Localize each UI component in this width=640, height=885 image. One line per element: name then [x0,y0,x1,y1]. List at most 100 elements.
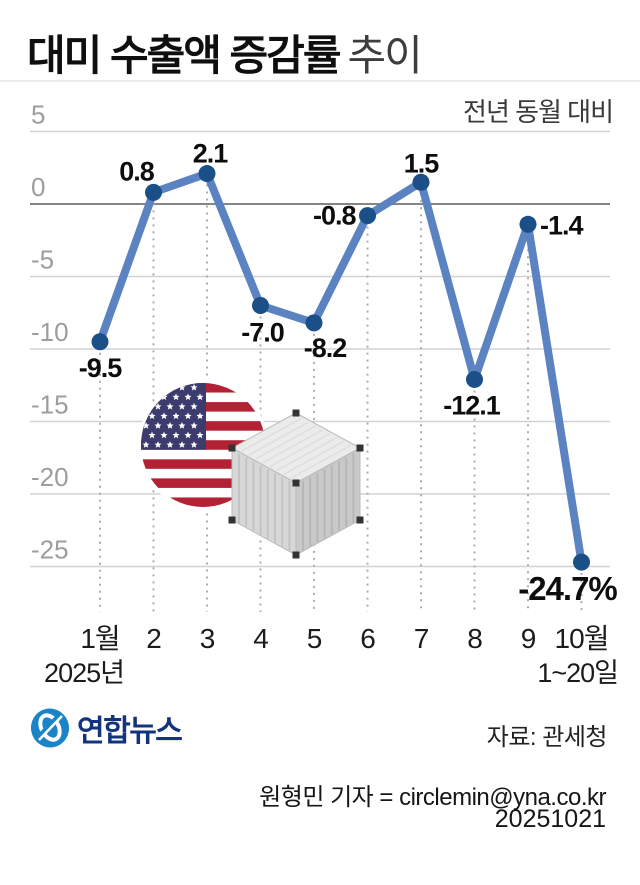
flag-star [184,393,192,400]
flag-star [142,422,150,429]
flag-stripe [141,478,265,489]
data-point [412,173,430,191]
data-point [198,165,216,183]
data-point-label: -1.4 [540,210,584,240]
x-axis-label: 4 [253,623,268,654]
flag-stripe [141,497,265,507]
data-point [466,370,483,388]
flag-star [178,441,186,448]
data-point [91,333,109,351]
data-point-label: -7.0 [241,318,284,348]
page-title-main: 대미 수출액 증감률 [27,32,341,79]
flag-star [154,402,162,410]
data-point-label: -9.5 [79,353,123,383]
flag-star [154,422,162,429]
x-axis-label: 3 [200,623,215,654]
x-axis-label: 6 [360,623,375,654]
flag-star [160,431,168,439]
y-axis-tick-label: -25 [31,535,69,565]
data-point-label: 2.1 [193,139,229,169]
container-top-rib [248,421,310,456]
source-label: 자료: 관세청 [486,724,608,751]
y-axis-tick-label: 0 [31,172,45,202]
x-axis-year-label: 2025년 [44,658,124,688]
flag-star [172,412,180,420]
flag-star [142,441,150,448]
data-line [96,169,586,567]
flag-star [154,441,162,448]
container-corner-fitting [292,551,300,559]
publish-date: 20251021 [494,805,606,833]
flag-star [160,412,168,420]
data-point [573,553,590,571]
data-point-label: -0.8 [313,201,357,231]
container-top-rib [255,425,317,460]
data-point-label: -24.7% [518,570,617,607]
flag-star [178,402,186,410]
yonhap-logo-icon [30,708,70,748]
x-axis-label: 8 [467,623,482,654]
point-labels-layer: -9.5 0.8 2.1 -7.0 -8.2 -0.8 1.5 -12.1 -1.4 -24.7% [79,139,619,608]
x-axis-label: 9 [521,623,536,654]
x-axis-label: 1월 [80,623,119,654]
container-corner-fitting [228,516,236,524]
yonhap-logo-text: 연합뉴스 [77,715,183,748]
flag-star [196,412,204,420]
flag-star [172,393,180,400]
grid-layer: 5 0 -5 -10 -15 -20 -25 [30,100,610,568]
flag-star [148,431,156,439]
container-top-rib [241,417,303,452]
y-axis-tick-label: -5 [31,245,54,275]
container-corner-fitting [292,479,300,487]
data-point-label: -8.2 [304,333,347,363]
container-corner-fitting [228,444,236,452]
flag-star [166,422,174,429]
flag-star [184,412,192,420]
x-axis-period-label: 1~20일 [537,658,618,688]
flag-star [196,431,204,439]
data-point-label: -12.1 [443,390,501,420]
x-axis-layer: 1월 2 3 4 5 6 7 8 9 10월 2025년 1~20일 [44,623,619,688]
y-axis-tick-label: -15 [31,390,69,420]
reporter-credit: 원형민 기자 = circlemin@yna.co.kr [259,784,606,811]
flag-stripe [141,449,265,460]
title-divider [0,80,640,82]
data-point-label: 0.8 [119,156,155,186]
data-point [519,215,537,233]
container-top-rib [262,429,324,464]
flag-star [190,422,198,429]
flag-star [190,383,198,391]
flag-star [166,402,174,410]
data-point [359,207,376,225]
yonhap-logo: 연합뉴스 [30,706,183,750]
data-point [305,314,323,332]
container-top-rib [276,436,338,472]
data-point [252,297,269,314]
flag-star [148,412,156,420]
data-point-label: 1.5 [404,148,440,178]
page-title: 대미 수출액 증감률 추이 [27,22,423,83]
flag-star [178,422,186,429]
flag-star [196,393,204,400]
y-axis-tick-label: 5 [31,100,45,130]
shipping-container-icon [228,409,364,559]
page-title-suffix: 추이 [347,32,422,79]
y-axis-tick-label: -20 [31,462,69,492]
x-axis-label: 2 [146,623,161,654]
x-axis-label: 10월 [555,623,609,654]
flag-star [184,431,192,439]
x-axis-label: 7 [414,623,429,654]
flag-star [190,402,198,410]
y-axis-tick-label: -10 [31,317,69,347]
container-top-rib [269,432,331,468]
container-corner-fitting [356,516,364,524]
points-layer [91,165,590,571]
flag-star [166,441,174,448]
container-corner-fitting [356,444,364,452]
flag-star [154,383,162,391]
container-corner-fitting [292,409,300,417]
flag-stripe [141,459,265,470]
flag-star [142,402,150,410]
